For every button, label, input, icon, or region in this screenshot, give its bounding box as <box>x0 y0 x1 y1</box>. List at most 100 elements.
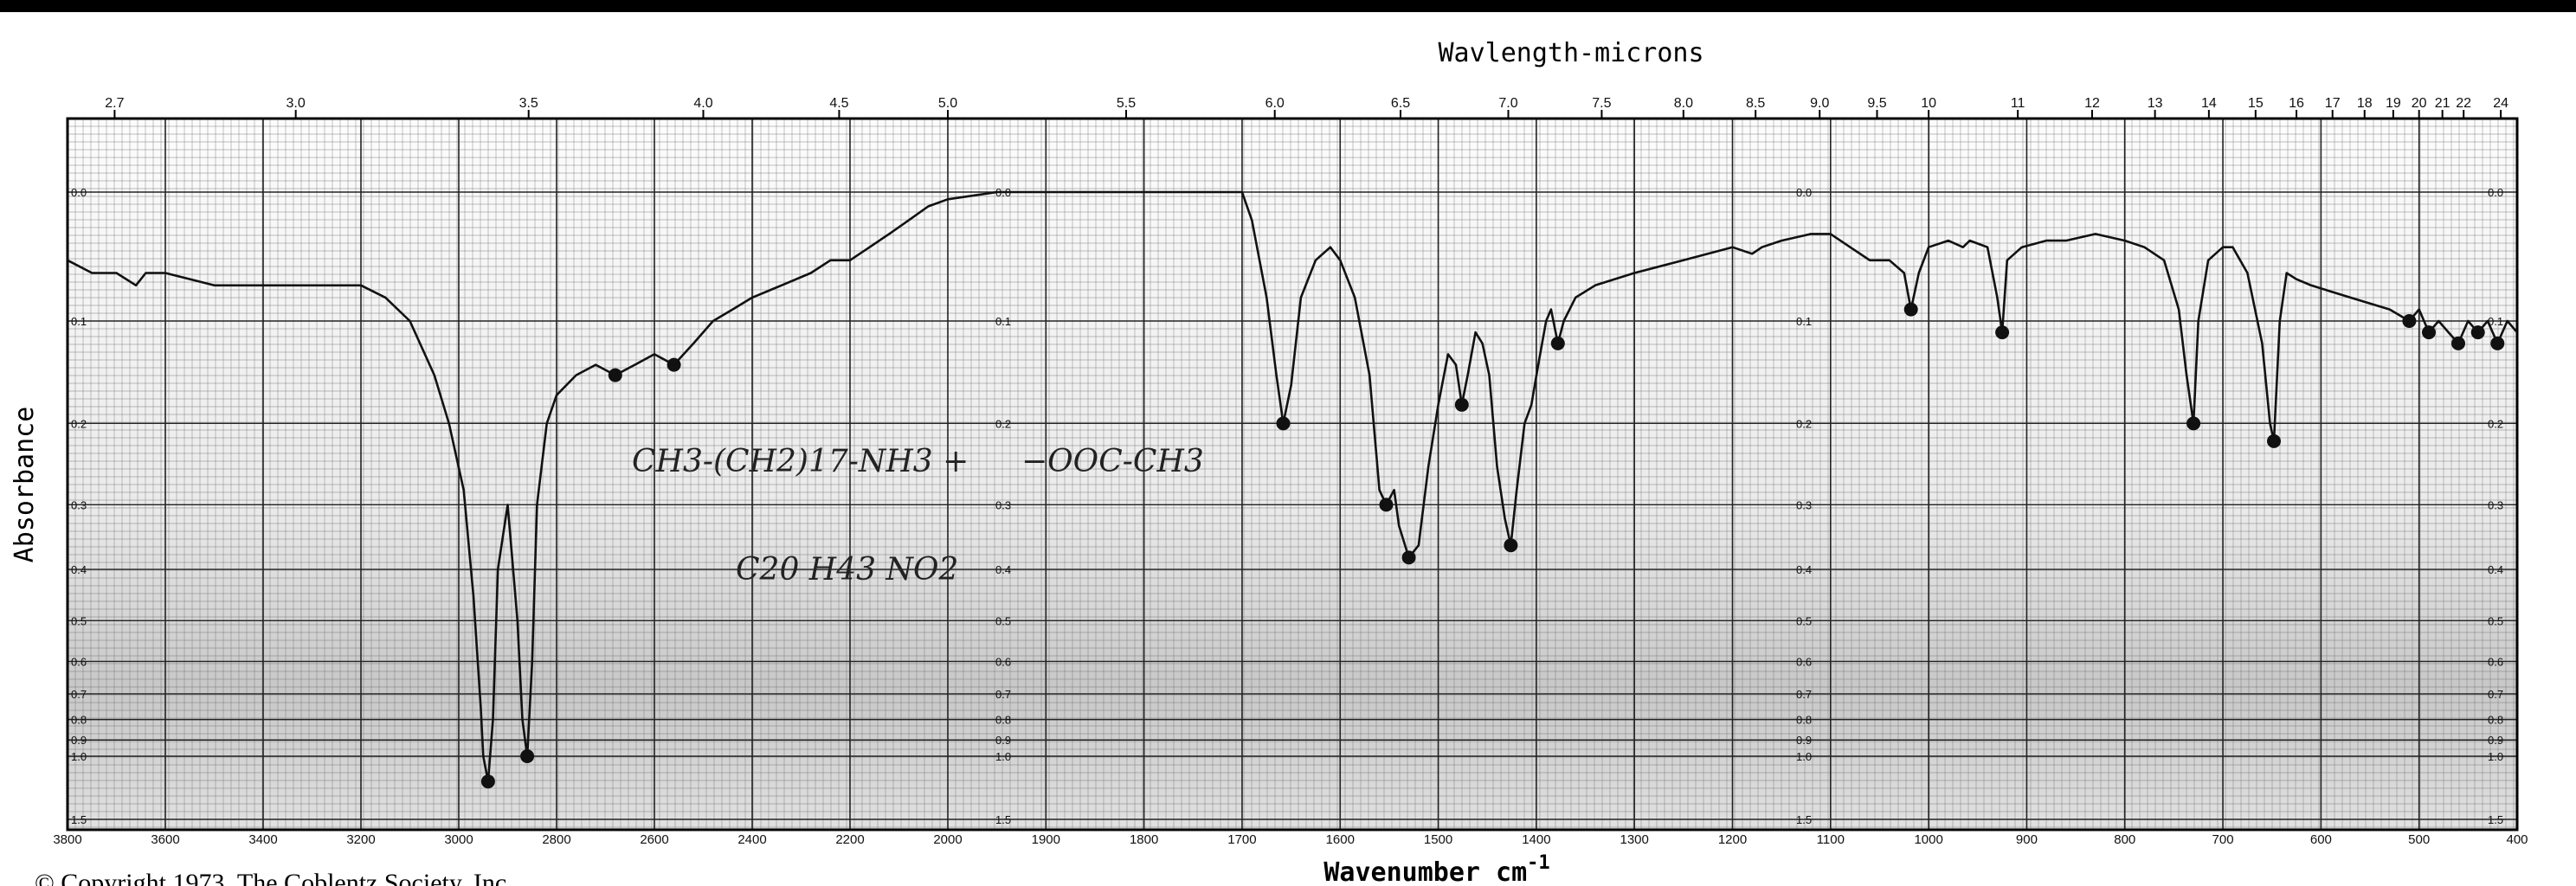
peak-marker <box>1504 538 1518 553</box>
x-axis-label-text: Wavenumber cm <box>1323 857 1527 886</box>
y-tick-label: 0.1 <box>71 315 87 328</box>
x-tick-label-top: 4.0 <box>693 96 712 111</box>
y-tick-label: 0.6 <box>2488 655 2503 668</box>
y-tick-label: 0.7 <box>2488 688 2503 701</box>
y-tick-label: 0.8 <box>995 714 1011 727</box>
x-tick-label-bottom: 1600 <box>1326 832 1355 847</box>
y-tick-label: 0.6 <box>71 655 87 668</box>
peak-marker <box>2186 416 2201 431</box>
x-tick-label-top: 24 <box>2493 96 2508 111</box>
top-black-band <box>0 0 2576 12</box>
peak-marker <box>1903 302 1918 317</box>
x-tick-label-top: 7.5 <box>1592 96 1611 111</box>
x-tick-label-top: 3.0 <box>287 96 306 111</box>
x-tick-label-top: 19 <box>2386 96 2401 111</box>
peak-marker <box>2451 336 2465 350</box>
peak-marker <box>667 357 681 372</box>
spectrum-line <box>67 190 2518 783</box>
x-tick-label-top: 20 <box>2412 96 2427 111</box>
x-tick-label-bottom: 800 <box>2114 832 2135 847</box>
y-tick-label: 0.4 <box>2488 563 2503 576</box>
y-tick-label: 0.2 <box>995 417 1011 430</box>
x-tick-label-bottom: 3600 <box>151 832 179 847</box>
y-tick-label: 1.0 <box>2488 750 2503 763</box>
x-tick-label-top: 5.0 <box>938 96 957 111</box>
copyright-text: © Copyright 1973, The Coblentz Society, … <box>35 869 513 886</box>
chart-title: Wavlength-microns <box>1438 38 1703 68</box>
y-tick-label: 0.9 <box>995 734 1011 747</box>
x-tick-label-top: 10 <box>1921 96 1936 111</box>
peak-marker <box>2422 325 2436 340</box>
y-tick-label: 0.4 <box>995 563 1011 576</box>
y-tick-label: 0.7 <box>995 688 1011 701</box>
x-tick-label-bottom: 1200 <box>1718 832 1747 847</box>
x-tick-label-top: 8.5 <box>1746 96 1765 111</box>
x-tick-label-top: 9.5 <box>1867 96 1886 111</box>
y-tick-label: 1.5 <box>2488 813 2503 826</box>
peak-marker <box>2267 433 2281 448</box>
annotation-formula-2: −OOC-CH3 <box>1021 444 1204 479</box>
y-tick-label: 1.5 <box>995 813 1011 826</box>
y-tick-label: 0.1 <box>2488 315 2503 328</box>
y-tick-label: 0.2 <box>2488 417 2503 430</box>
x-tick-label-bottom: 3800 <box>53 832 81 847</box>
major-gridlines <box>67 119 2518 830</box>
x-tick-label-top: 5.5 <box>1117 96 1136 111</box>
y-tick-label: 0.6 <box>1796 655 1812 668</box>
y-tick-label: 0.8 <box>71 714 87 727</box>
x-tick-label-bottom: 2200 <box>835 832 864 847</box>
y-tick-label: 1.5 <box>71 813 87 826</box>
peak-marker <box>1401 550 1416 565</box>
y-tick-label: 0.0 <box>2488 186 2503 199</box>
x-tick-label-bottom: 1900 <box>1032 832 1060 847</box>
y-tick-label: 0.5 <box>2488 614 2503 627</box>
x-tick-label-bottom: 1100 <box>1817 832 1845 847</box>
peak-marker <box>1995 325 2010 340</box>
plot-frame <box>66 117 2519 831</box>
x-tick-label-bottom: 1300 <box>1620 832 1649 847</box>
minor-gridlines <box>67 118 2517 830</box>
x-tick-label-top: 13 <box>2148 96 2163 111</box>
y-tick-label: 0.4 <box>71 563 87 576</box>
peak-marker <box>2470 325 2485 340</box>
peak-marker <box>2490 336 2505 350</box>
y-tick-label: 0.2 <box>1796 417 1812 430</box>
annotation-formula-3: C20 H43 NO2 <box>736 552 958 587</box>
peak-marker <box>1379 498 1394 512</box>
x-tick-label-bottom: 900 <box>2016 832 2038 847</box>
peak-marker <box>520 749 535 763</box>
peak-marker <box>608 368 622 382</box>
y-tick-label: 0.5 <box>1796 614 1812 627</box>
peak-marker <box>1454 397 1469 412</box>
peak-marker <box>480 774 495 789</box>
x-tick-label-bottom: 2000 <box>933 832 962 847</box>
x-tick-label-top: 9.0 <box>1810 96 1829 111</box>
y-tick-label: 0.0 <box>1796 186 1812 199</box>
x-tick-label-bottom: 400 <box>2506 832 2528 847</box>
bottom-axis-ticks: 3800 3600 3400 3200 3000 2800 2600 2400 2200 2000… <box>53 832 2528 847</box>
y-tick-label: 0.5 <box>71 614 87 627</box>
x-tick-label-bottom: 2600 <box>640 832 668 847</box>
x-tick-label-top: 3.5 <box>519 96 538 111</box>
peak-marker <box>1276 416 1291 431</box>
top-axis-ticks: 2.7 3.0 3.5 4.0 4.5 5.0 5.5 6.0 6.5 7.0 7.5 8.0 8.5 9… <box>105 96 2508 119</box>
y-tick-label: 0.9 <box>71 734 87 747</box>
y-tick-label: 0.1 <box>1796 315 1812 328</box>
x-tick-label-bottom: 2400 <box>737 832 766 847</box>
x-axis-label: Wavenumber cm-1 <box>1323 852 1549 886</box>
x-tick-label-bottom: 1400 <box>1522 832 1550 847</box>
x-tick-label-bottom: 1500 <box>1424 832 1452 847</box>
y-tick-label: 0.0 <box>71 186 87 199</box>
y-tick-label: 1.0 <box>995 750 1011 763</box>
x-tick-label-bottom: 3400 <box>248 832 277 847</box>
y-tick-label: 0.3 <box>2488 498 2503 511</box>
plot-area <box>68 119 2517 830</box>
x-tick-label-top: 22 <box>2456 96 2471 111</box>
x-tick-label-top: 6.0 <box>1265 96 1285 111</box>
x-tick-label-top: 14 <box>2201 96 2217 111</box>
y-tick-label: 0.5 <box>995 614 1011 627</box>
y-tick-label: 0.3 <box>995 498 1011 511</box>
y-tick-label: 0.8 <box>2488 714 2503 727</box>
y-tick-label: 0.3 <box>71 498 87 511</box>
